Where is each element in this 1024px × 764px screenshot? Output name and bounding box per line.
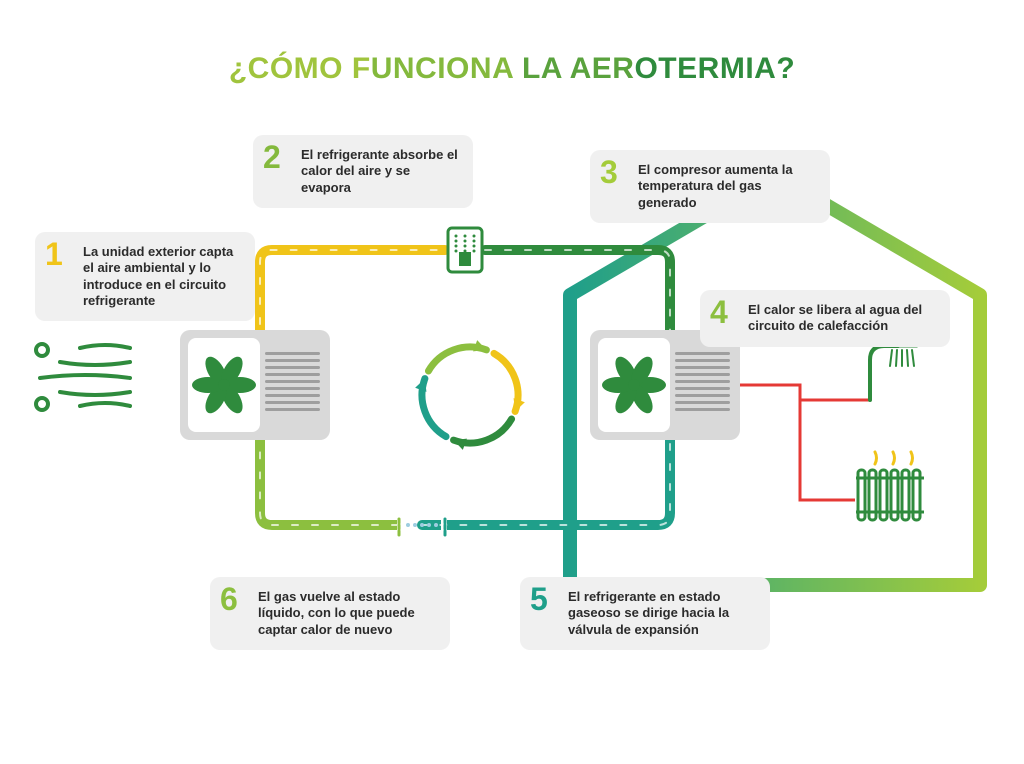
diagram-stage: ¿CÓMO FUNCIONA LA AEROTERMIA? 1La unidad… [0,0,1024,764]
step-box-2: 2 El refrigerante absorbe el calor del ai… [253,135,473,208]
step-text: El refrigerante absorbe el calor del air… [301,147,459,196]
step-number: 2 [263,141,281,173]
outdoor-unit [180,330,330,440]
diagram-svg [0,0,1024,764]
step-box-1: 1 La unidad exterior capta el aire ambien… [35,232,255,321]
step-number: 6 [220,583,238,615]
step-number: 1 [45,238,63,270]
step-number: 4 [710,296,728,328]
step-box-4: 4 El calor se libera al agua del circuito… [700,290,950,347]
step-box-3: 3 El compresor aumenta la temperatura del… [590,150,830,223]
step-number: 5 [530,583,548,615]
step-text: La unidad exterior capta el aire ambient… [83,244,241,309]
step-text: El refrigerante en estado gaseoso se dir… [568,589,756,638]
step-text: El calor se libera al agua del circuito … [748,302,936,335]
step-box-5: 5 El refrigerante en estado gaseoso se di… [520,577,770,650]
indoor-unit [590,330,740,440]
step-text: El compresor aumenta la temperatura del … [638,162,816,211]
step-number: 3 [600,156,618,188]
step-text: El gas vuelve al estado líquido, con lo … [258,589,436,638]
step-box-6: 6 El gas vuelve al estado líquido, con lo… [210,577,450,650]
